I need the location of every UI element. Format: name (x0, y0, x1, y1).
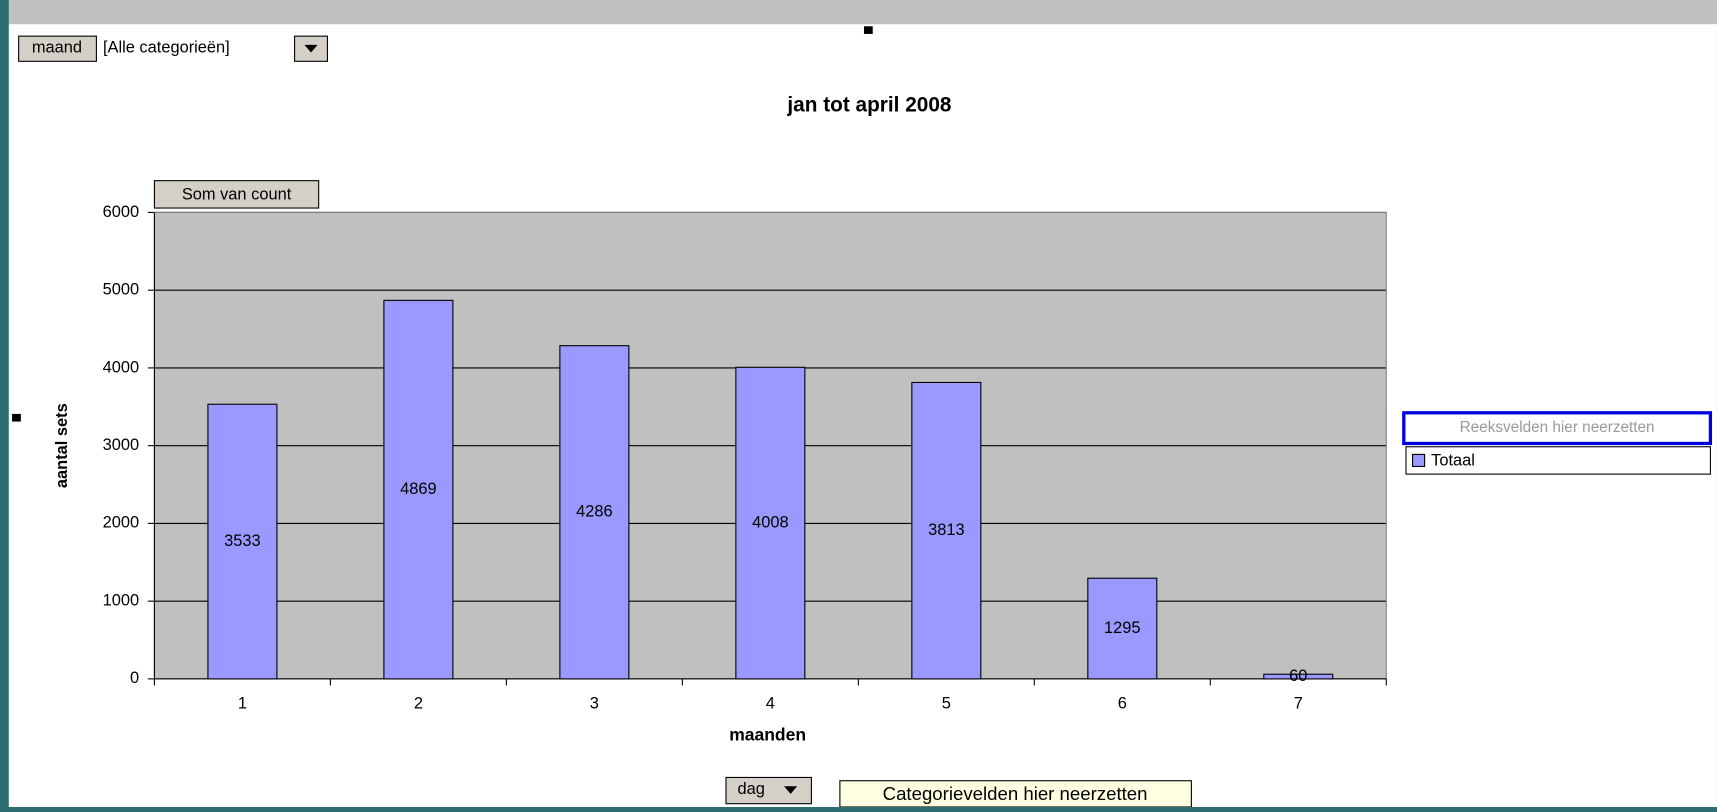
data-label: 4286 (576, 503, 612, 521)
data-label: 4008 (752, 513, 789, 531)
data-label: 3533 (224, 532, 261, 550)
bar (207, 403, 278, 680)
x-axis-label: maanden (729, 724, 806, 744)
y-tick-label: 5000 (103, 281, 139, 299)
y-tick-label: 6000 (103, 203, 139, 221)
category-field-button[interactable] (725, 776, 812, 805)
dropdown-arrow (784, 786, 798, 794)
x-tick-label: 1 (238, 694, 247, 712)
page-filter[interactable]: [Alle categorieën] (103, 39, 230, 57)
bar (1087, 577, 1158, 680)
bar (1263, 673, 1334, 680)
chart-title: jan tot april 2008 (786, 94, 951, 117)
series-drop-text[interactable]: Reeksvelden hier neerzetten (1460, 419, 1655, 436)
data-label: 4869 (400, 480, 437, 498)
data-label: 3813 (928, 521, 964, 539)
handle (863, 26, 873, 34)
page-field[interactable]: maand (32, 39, 82, 57)
dropdown-arrow (304, 44, 318, 53)
y-tick-label: 1000 (103, 591, 139, 609)
handle (12, 413, 21, 422)
x-tick-label: 7 (1294, 694, 1303, 712)
y-tick-label: 0 (130, 669, 139, 687)
legend (1405, 446, 1711, 475)
bar (735, 366, 806, 680)
data-field[interactable]: Som van count (182, 185, 292, 203)
x-tick-label: 6 (1118, 694, 1127, 712)
bar (911, 381, 982, 680)
category-drop-text[interactable]: Categorievelden hier neerzetten (883, 783, 1148, 804)
category-drop-zone[interactable] (839, 780, 1192, 808)
x-tick-label: 2 (414, 694, 423, 712)
y-axis-label: aantal sets (53, 403, 71, 488)
x-tick-label: 4 (766, 694, 775, 712)
data-label: 60 (1289, 667, 1307, 685)
data-field-button[interactable] (153, 180, 320, 209)
legend-swatch (1412, 453, 1426, 468)
x-tick-label: 5 (942, 694, 951, 712)
series-drop-zone[interactable] (1402, 411, 1713, 446)
data-label: 1295 (1104, 619, 1140, 637)
y-tick-label: 4000 (103, 358, 139, 376)
page-field-button[interactable] (18, 35, 97, 62)
y-tick-label: 3000 (103, 436, 139, 454)
top-bar (8, 0, 1717, 25)
x-tick-label: 3 (590, 694, 599, 712)
bar (559, 345, 630, 680)
y-tick-label: 2000 (103, 514, 139, 532)
legend-label: Totaal (1431, 451, 1475, 469)
bar (383, 299, 454, 680)
category-field[interactable]: dag (738, 780, 765, 798)
